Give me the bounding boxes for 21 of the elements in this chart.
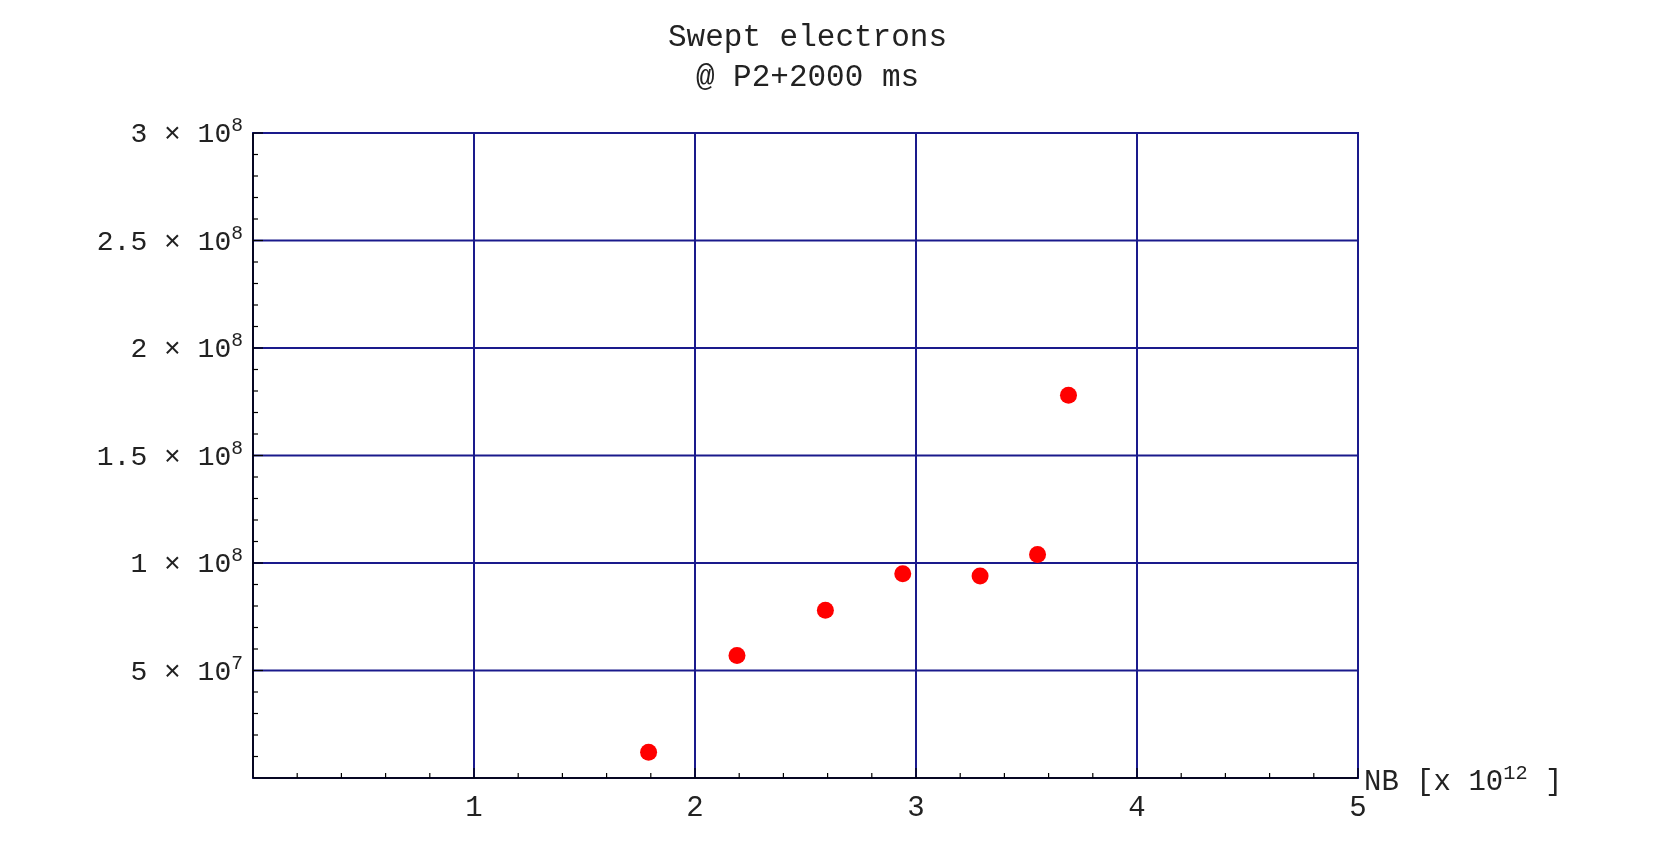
point bbox=[1059, 386, 1077, 404]
point bbox=[728, 646, 746, 664]
y-tick-label: 1 × 10$^{8}$ bbox=[130, 545, 243, 580]
y-tick-label: 2.5 × 10$^{8}$ bbox=[96, 222, 243, 258]
point bbox=[894, 565, 912, 583]
x-tick-label: 2 bbox=[686, 792, 704, 825]
y-tick-label: 5 × 10$^{7}$ bbox=[130, 652, 243, 688]
x-tick-label: 1 bbox=[465, 792, 483, 825]
point bbox=[816, 601, 834, 619]
point bbox=[971, 567, 989, 585]
y-tick-label: 2 × 10$^{8}$ bbox=[130, 330, 243, 365]
point bbox=[640, 743, 658, 761]
chart-title: Swept electrons bbox=[667, 20, 948, 55]
chart-subtitle: @ P2+2000 ms bbox=[695, 60, 920, 95]
x-tick-label: 3 bbox=[907, 792, 925, 825]
x-tick-label: 4 bbox=[1128, 792, 1146, 825]
y-tick-label: 1.5 × 10$^{8}$ bbox=[96, 437, 243, 473]
x-tick-label: 5 bbox=[1349, 792, 1367, 825]
y-tick-label: 3 × 10$^{8}$ bbox=[130, 115, 243, 150]
point bbox=[1029, 545, 1047, 563]
x-axis-title: NB [x 10$^{12}$ ] bbox=[1364, 761, 1563, 799]
